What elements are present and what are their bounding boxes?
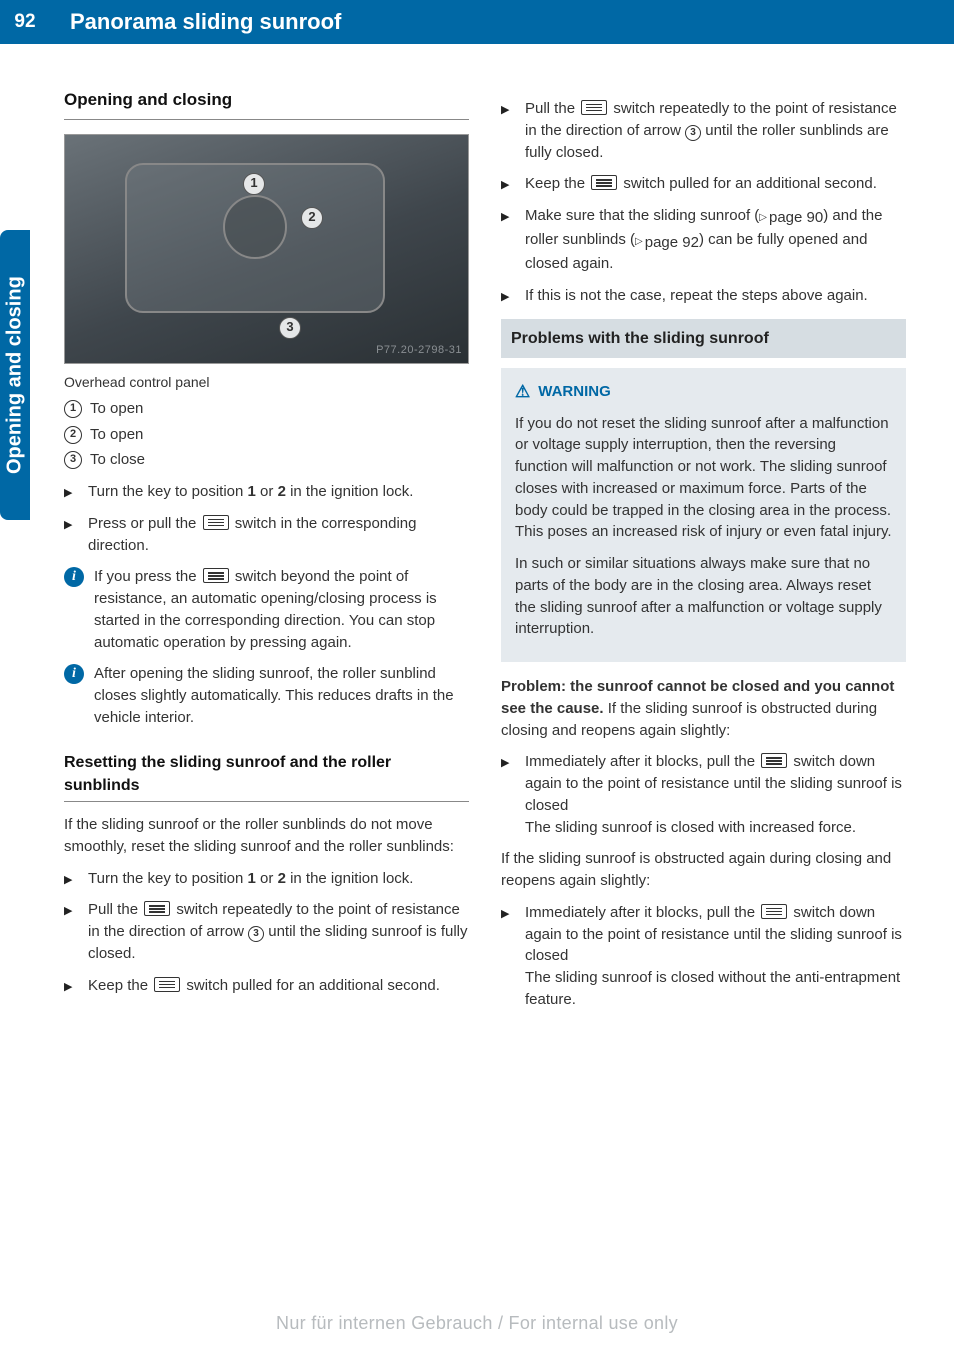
- figure-reference: P77.20-2798-31: [376, 343, 462, 359]
- callout-2-icon: 2: [64, 426, 82, 444]
- warning-label: WARNING: [538, 381, 611, 403]
- step-text: Immediately after it blocks, pull the sw…: [525, 751, 906, 838]
- step-marker-icon: [64, 868, 78, 890]
- figure-caption: Overhead control panel: [64, 372, 469, 392]
- problem-steps-2: Immediately after it blocks, pull the sw…: [501, 902, 906, 1011]
- step-marker-icon: [501, 285, 515, 307]
- body-paragraph: If the sliding sunroof is obstructed aga…: [501, 848, 906, 892]
- switch-icon: [203, 515, 229, 530]
- legend-text: To open: [90, 398, 143, 420]
- step-marker-icon: [501, 902, 515, 1011]
- switch-icon: [144, 901, 170, 916]
- step-marker-icon: [64, 899, 78, 964]
- step-marker-icon: [501, 173, 515, 195]
- step-item: Pull the switch repeatedly to the point …: [64, 899, 469, 964]
- problem-steps: Immediately after it blocks, pull the sw…: [501, 751, 906, 838]
- step-marker-icon: [501, 98, 515, 163]
- legend-item: 2 To open: [64, 424, 469, 446]
- step-text: Turn the key to position 1 or 2 in the i…: [88, 868, 413, 890]
- watermark-text: Nur für internen Gebrauch / For internal…: [0, 1310, 954, 1336]
- step-item: Immediately after it blocks, pull the sw…: [501, 751, 906, 838]
- info-icon: i: [64, 664, 84, 684]
- cross-ref: ▷ page 92: [635, 232, 699, 254]
- step-item: Immediately after it blocks, pull the sw…: [501, 902, 906, 1011]
- info-text: If you press the switch beyond the point…: [94, 566, 469, 653]
- cross-ref: ▷ page 90: [759, 207, 823, 229]
- step-text: Turn the key to position 1 or 2 in the i…: [88, 481, 413, 503]
- step-item: Keep the switch pulled for an additional…: [501, 173, 906, 195]
- right-column: Pull the switch repeatedly to the point …: [501, 88, 906, 1021]
- legend-text: To open: [90, 424, 143, 446]
- step-marker-icon: [64, 975, 78, 997]
- step-text: Pull the switch repeatedly to the point …: [525, 98, 906, 163]
- switch-icon: [581, 100, 607, 115]
- step-item: Press or pull the switch in the correspo…: [64, 513, 469, 557]
- legend-item: 3 To close: [64, 449, 469, 471]
- step-text: Keep the switch pulled for an additional…: [525, 173, 877, 195]
- page-header: 92 Panorama sliding sunroof: [0, 0, 954, 44]
- info-item: i After opening the sliding sunroof, the…: [64, 663, 469, 728]
- sub-heading: Resetting the sliding sunroof and the ro…: [64, 751, 469, 802]
- warning-box: ⚠ WARNING If you do not reset the slidin…: [501, 368, 906, 662]
- step-item: If this is not the case, repeat the step…: [501, 285, 906, 307]
- section-heading: Opening and closing: [64, 88, 469, 120]
- operating-steps: Turn the key to position 1 or 2 in the i…: [64, 481, 469, 729]
- header-title: Panorama sliding sunroof: [50, 0, 341, 44]
- step-text: Keep the switch pulled for an additional…: [88, 975, 440, 997]
- section-bar: Problems with the sliding sunroof: [501, 319, 906, 358]
- step-text: Press or pull the switch in the correspo…: [88, 513, 469, 557]
- section-tab: Opening and closing: [0, 230, 30, 520]
- info-text: After opening the sliding sunroof, the r…: [94, 663, 469, 728]
- reset-intro: If the sliding sunroof or the roller sun…: [64, 814, 469, 858]
- step-text: Make sure that the sliding sunroof (▷ pa…: [525, 205, 906, 275]
- step-text: Immediately after it blocks, pull the sw…: [525, 902, 906, 1011]
- info-icon: i: [64, 567, 84, 587]
- legend-item: 1 To open: [64, 398, 469, 420]
- reset-steps-continued: Pull the switch repeatedly to the point …: [501, 98, 906, 307]
- switch-icon: [761, 904, 787, 919]
- warning-triangle-icon: ⚠: [515, 380, 530, 405]
- step-item: Turn the key to position 1 or 2 in the i…: [64, 481, 469, 503]
- page-content: Opening and closing 1 2 3 P77.20-2798-31…: [0, 44, 954, 1021]
- step-text: Pull the switch repeatedly to the point …: [88, 899, 469, 964]
- callout-3-icon: 3: [248, 926, 264, 942]
- step-marker-icon: [501, 751, 515, 838]
- warning-heading: ⚠ WARNING: [515, 380, 892, 405]
- step-item: Make sure that the sliding sunroof (▷ pa…: [501, 205, 906, 275]
- page-number: 92: [0, 0, 50, 44]
- step-marker-icon: [64, 481, 78, 503]
- callout-3-icon: 3: [64, 451, 82, 469]
- step-item: Pull the switch repeatedly to the point …: [501, 98, 906, 163]
- step-marker-icon: [501, 205, 515, 275]
- switch-icon: [761, 753, 787, 768]
- switch-icon: [154, 977, 180, 992]
- problem-paragraph: Problem: the sunroof cannot be closed an…: [501, 676, 906, 741]
- switch-icon: [591, 175, 617, 190]
- switch-icon: [203, 568, 229, 583]
- left-column: Opening and closing 1 2 3 P77.20-2798-31…: [64, 88, 469, 1021]
- warning-text: If you do not reset the sliding sunroof …: [515, 413, 892, 544]
- step-item: Keep the switch pulled for an additional…: [64, 975, 469, 997]
- reset-steps: Turn the key to position 1 or 2 in the i…: [64, 868, 469, 997]
- step-item: Turn the key to position 1 or 2 in the i…: [64, 868, 469, 890]
- overhead-panel-figure: 1 2 3 P77.20-2798-31: [64, 134, 469, 364]
- legend-text: To close: [90, 449, 145, 471]
- warning-text: In such or similar situations always mak…: [515, 553, 892, 640]
- callout-1-icon: 1: [64, 400, 82, 418]
- step-marker-icon: [64, 513, 78, 557]
- info-item: i If you press the switch beyond the poi…: [64, 566, 469, 653]
- callout-3-icon: 3: [685, 125, 701, 141]
- step-text: If this is not the case, repeat the step…: [525, 285, 868, 307]
